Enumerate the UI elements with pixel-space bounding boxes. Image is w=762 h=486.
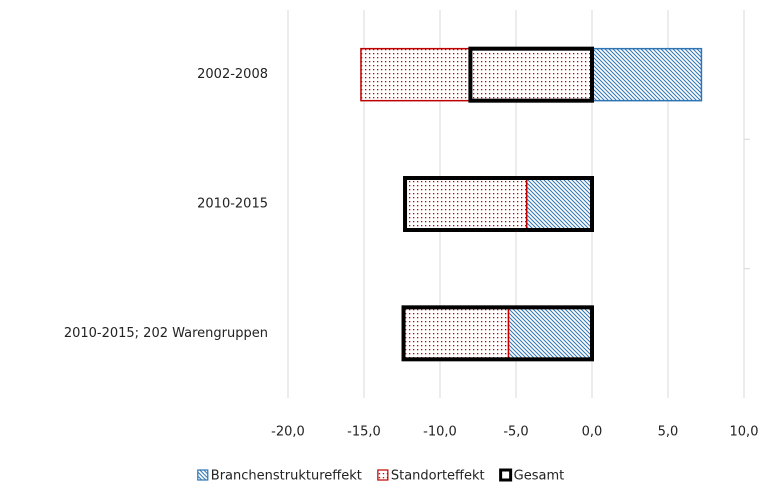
x-tick-label: -15,0	[347, 425, 381, 440]
bar	[525, 177, 593, 231]
bar	[507, 306, 593, 361]
x-tick-label: -10,0	[423, 425, 457, 440]
x-tick-label: -20,0	[271, 425, 305, 440]
x-tick-label: 10,0	[730, 425, 759, 440]
x-tick-label: 0,0	[582, 425, 603, 440]
total-bar	[403, 176, 595, 232]
total-bar	[468, 46, 594, 103]
legend-label: Standorteffekt	[391, 469, 485, 484]
legend-swatch	[197, 469, 209, 481]
legend: Branchenstruktureffekt Standorteffekt Gesa…	[197, 468, 565, 484]
legend-swatch	[377, 469, 389, 481]
total-bar	[401, 305, 594, 362]
legend-swatch	[499, 468, 513, 482]
bar	[360, 47, 593, 102]
legend-label: Gesamt	[514, 469, 565, 484]
bar	[402, 306, 510, 361]
bar	[404, 177, 528, 231]
x-tick-label: 5,0	[658, 425, 679, 440]
y-tick-label: 2010-2015; 202 Warengruppen	[64, 326, 268, 341]
legend-label: Branchenstruktureffekt	[211, 469, 362, 484]
bar	[591, 47, 703, 102]
y-tick-label: 2010-2015	[197, 197, 268, 212]
x-tick-label: -5,0	[503, 425, 528, 440]
y-tick-label: 2002-2008	[197, 67, 268, 82]
